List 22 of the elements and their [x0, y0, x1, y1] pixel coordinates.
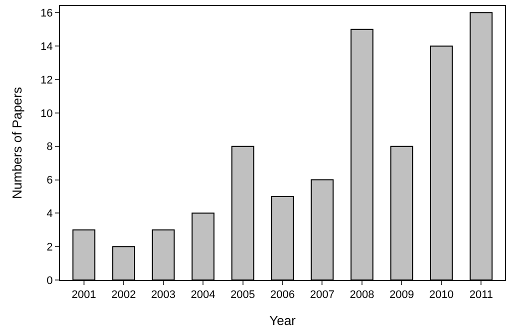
y-axis-title: Numbers of Papers [10, 86, 24, 199]
x-tick-label: 2005 [230, 289, 256, 302]
x-tick-label: 2004 [190, 289, 216, 302]
y-tick-label: 10 [40, 108, 53, 120]
y-tick-label: 6 [46, 174, 53, 187]
y-tick-label: 14 [40, 40, 53, 53]
y-tick-label: 16 [40, 8, 53, 20]
x-tick-label: 2011 [469, 289, 493, 302]
y-tick-label: 8 [46, 141, 53, 154]
x-tick-label: 2001 [72, 289, 96, 302]
x-tick-label: 2002 [111, 289, 136, 302]
y-tick-label: 12 [40, 74, 53, 86]
y-tick-label: 0 [46, 274, 53, 287]
x-tick-label: 2010 [429, 289, 454, 302]
x-tick-label: 2003 [151, 289, 176, 302]
y-tick-label: 2 [46, 241, 53, 254]
y-tick-label: 4 [46, 208, 53, 220]
x-tick-label: 2008 [350, 289, 374, 302]
x-tick-label: 2007 [310, 289, 334, 302]
x-tick-label: 2009 [389, 289, 414, 302]
x-axis-title: Year [269, 312, 296, 328]
x-tick-label: 2006 [270, 289, 295, 302]
